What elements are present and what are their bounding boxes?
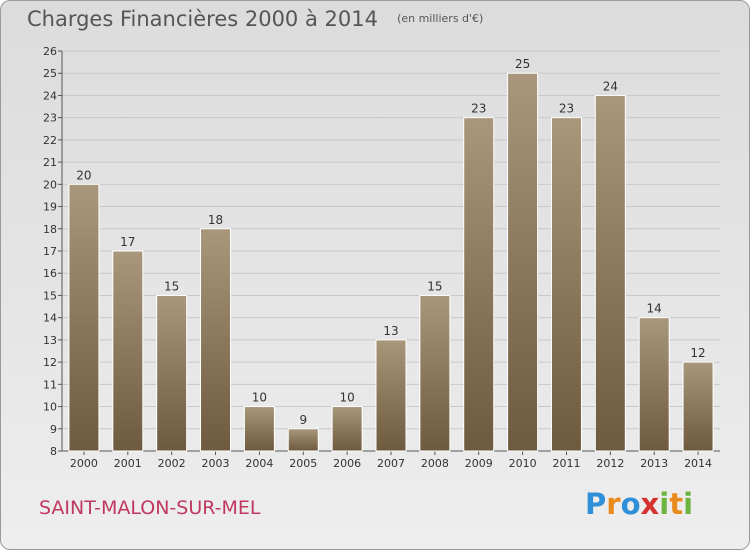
y-tick-label: 24 [43, 89, 57, 102]
bars [68, 72, 714, 452]
data-label-2002: 15 [164, 279, 179, 293]
data-label-2007: 13 [383, 324, 398, 338]
y-tick-label: 16 [43, 267, 57, 280]
y-tick-label: 9 [50, 423, 57, 436]
y-tick-label: 17 [43, 245, 57, 258]
y-tick-label: 18 [43, 223, 57, 236]
y-tick-label: 25 [43, 67, 57, 80]
data-label-2014: 12 [690, 346, 705, 360]
bar-2006 [331, 406, 363, 452]
y-tick-label: 23 [43, 112, 57, 125]
title-row: Charges Financières 2000 à 2014 (en mill… [27, 7, 483, 31]
x-tick-label-2012: 2012 [596, 457, 624, 470]
bar-2013 [638, 317, 670, 452]
data-label-2010: 25 [515, 57, 530, 71]
bar-2009 [463, 117, 495, 452]
y-tick-label: 19 [43, 201, 57, 214]
data-label-2012: 24 [603, 79, 618, 93]
y-tick-label: 20 [43, 178, 57, 191]
y-tick-label: 10 [43, 401, 57, 414]
y-tick-label: 12 [43, 356, 57, 369]
data-label-2000: 20 [76, 168, 91, 182]
chart-title: Charges Financières 2000 à 2014 [27, 7, 378, 31]
y-tick-label: 14 [43, 312, 57, 325]
data-label-2006: 10 [339, 391, 354, 405]
data-label-2008: 15 [427, 279, 442, 293]
bar-2003 [200, 228, 232, 452]
axes: 8 9 10 11 12 13 14 15 16 17 18 19 20 21 22 23 24 25 26 [43, 45, 720, 458]
x-tick-label-2004: 2004 [245, 457, 273, 470]
x-tick-label-2014: 2014 [684, 457, 712, 470]
x-tick-label-2000: 2000 [70, 457, 98, 470]
x-tick-label-2006: 2006 [333, 457, 361, 470]
proxiti-logo[interactable]: Proxiti [585, 487, 694, 521]
y-tick-label: 11 [43, 378, 57, 391]
bar-2007 [375, 339, 407, 452]
bar-2000 [68, 183, 100, 452]
y-tick-label: 21 [43, 156, 57, 169]
bar-2008 [419, 294, 451, 452]
bar-2001 [112, 250, 144, 452]
y-tick-label: 13 [43, 334, 57, 347]
bar-2004 [243, 406, 275, 452]
y-tick-label: 15 [43, 289, 57, 302]
data-label-2004: 10 [252, 391, 267, 405]
x-tick-label-2007: 2007 [377, 457, 405, 470]
bar-2005 [287, 428, 319, 452]
bar-2011 [550, 117, 582, 452]
data-label-2005: 9 [299, 413, 307, 427]
bar-2002 [156, 294, 188, 452]
x-tick-label-2005: 2005 [289, 457, 317, 470]
data-label-2009: 23 [471, 102, 486, 116]
y-tick-label: 8 [50, 445, 57, 458]
x-tick-label-2013: 2013 [640, 457, 668, 470]
commune-name: SAINT-MALON-SUR-MEL [39, 497, 261, 519]
y-tick-label: 26 [43, 45, 57, 58]
x-tick-label-2001: 2001 [114, 457, 142, 470]
data-label-2001: 17 [120, 235, 135, 249]
data-label-2003: 18 [208, 213, 223, 227]
x-tick-label-2010: 2010 [509, 457, 537, 470]
y-tick-label: 22 [43, 134, 57, 147]
data-label-2011: 23 [559, 102, 574, 116]
x-tick-label-2002: 2002 [158, 457, 186, 470]
x-tick-label-2009: 2009 [465, 457, 493, 470]
x-tick-label-2011: 2011 [552, 457, 580, 470]
labels: 20 2000 17 2001 15 2002 18 2003 10 2004 9 2005 10 200… [70, 57, 712, 470]
bar-2014 [682, 361, 714, 452]
bar-2012 [594, 94, 626, 452]
bar-2010 [507, 72, 539, 452]
x-tick-label-2003: 2003 [202, 457, 230, 470]
data-label-2013: 14 [647, 302, 662, 316]
x-tick-label-2008: 2008 [421, 457, 449, 470]
chart-subtitle: (en milliers d'€) [397, 12, 484, 25]
